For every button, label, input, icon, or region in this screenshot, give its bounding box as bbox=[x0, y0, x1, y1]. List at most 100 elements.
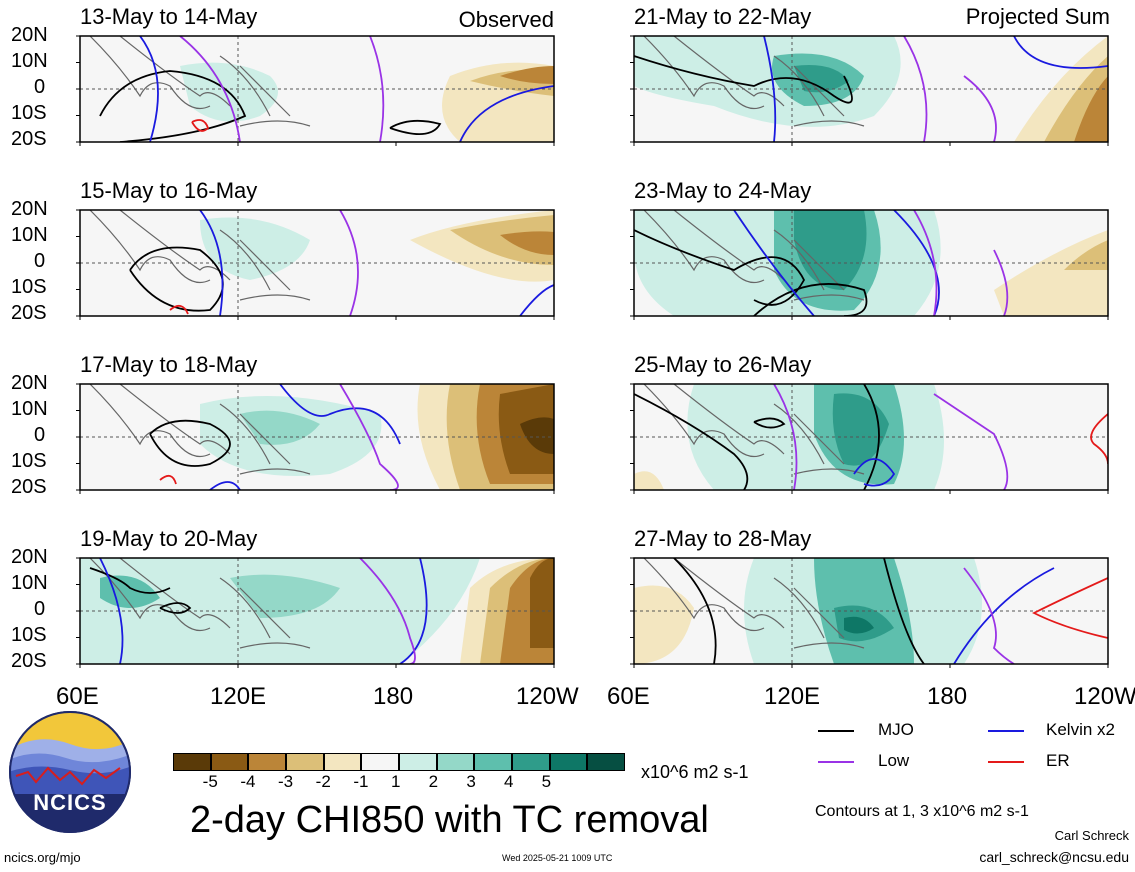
colorbar-units: x10^6 m2 s-1 bbox=[641, 762, 749, 782]
panel-tag-observed: Observed bbox=[458, 7, 554, 32]
coastline bbox=[643, 36, 825, 117]
wave-contour bbox=[169, 304, 189, 315]
lon-label-180: 180 bbox=[373, 683, 414, 710]
wave-contour bbox=[963, 75, 997, 142]
ncics-logo: NCICS bbox=[8, 710, 132, 834]
wave-contour bbox=[634, 229, 806, 306]
colorbar-swatch bbox=[474, 753, 512, 771]
wave-contour bbox=[139, 36, 159, 142]
coastline bbox=[643, 558, 825, 639]
panel-title-3: 15-May to 16-May bbox=[80, 178, 258, 203]
wave-contour bbox=[459, 85, 554, 142]
coastline bbox=[119, 210, 311, 301]
wave-contour bbox=[1013, 36, 1108, 69]
anomaly-shading bbox=[240, 410, 320, 445]
author-email[interactable]: carl_schreck@ncsu.edu bbox=[979, 849, 1129, 865]
colorbar-swatch bbox=[549, 753, 588, 771]
map-panel bbox=[76, 557, 555, 668]
wave-contour bbox=[359, 558, 416, 664]
colorbar-tick-label: 3 bbox=[466, 772, 476, 791]
anomaly-shading bbox=[200, 217, 310, 280]
wave-contour bbox=[159, 602, 192, 614]
lat-label: 10N bbox=[11, 572, 48, 594]
wave-contour bbox=[903, 36, 928, 142]
lat-label: 0 bbox=[34, 76, 46, 98]
colorbar-tick-label: 4 bbox=[504, 772, 514, 791]
wave-contour bbox=[199, 210, 224, 316]
lon-label-120e-right: 120E bbox=[764, 683, 821, 710]
coastline bbox=[89, 36, 271, 117]
wave-contour bbox=[399, 558, 428, 664]
coastline bbox=[673, 210, 865, 301]
wave-contour bbox=[99, 70, 247, 142]
colorbar-swatch bbox=[399, 753, 437, 771]
colorbar-swatch bbox=[587, 753, 625, 771]
coastline bbox=[89, 210, 271, 291]
wave-contour bbox=[883, 558, 925, 664]
wave-contour bbox=[149, 419, 231, 467]
logo-text: NCICS bbox=[33, 790, 107, 815]
wave-contour bbox=[519, 284, 554, 316]
wave-contour bbox=[913, 210, 938, 316]
lon-label-180-right: 180 bbox=[927, 683, 968, 710]
wave-contour bbox=[339, 210, 359, 316]
wave-contour bbox=[279, 384, 401, 445]
anomaly-shading bbox=[634, 471, 664, 490]
anomaly-shading bbox=[634, 585, 694, 664]
colorbar-swatch bbox=[173, 753, 211, 771]
coastline bbox=[89, 558, 271, 639]
anomaly-shading bbox=[530, 558, 554, 648]
lat-label: 0 bbox=[34, 424, 46, 446]
lat-label: 20S bbox=[11, 650, 47, 672]
panel-title-2: 21-May to 22-May bbox=[634, 4, 812, 29]
colorbar-swatch bbox=[361, 753, 399, 771]
wave-contour bbox=[853, 458, 896, 487]
anomaly-shading bbox=[520, 417, 554, 454]
panel-title-4: 23-May to 24-May bbox=[634, 178, 812, 203]
anomaly-shading bbox=[230, 574, 340, 618]
figure-title: 2-day CHI850 with TC removal bbox=[190, 799, 709, 841]
colorbar-tick-label: -2 bbox=[315, 772, 331, 791]
map-panel bbox=[76, 383, 555, 494]
lat-label: 20S bbox=[11, 128, 47, 150]
colorbar-tick-label: -4 bbox=[240, 772, 256, 791]
coastline bbox=[119, 558, 311, 649]
panel-tag-projected: Projected Sum bbox=[965, 4, 1110, 29]
lon-label-60e: 60E bbox=[56, 683, 99, 710]
anomaly-shading bbox=[500, 66, 554, 84]
anomaly-shading bbox=[994, 230, 1108, 316]
lon-label-120w-right: 120W bbox=[1074, 683, 1135, 710]
colorbar-swatch bbox=[436, 753, 475, 771]
panel-title-7: 19-May to 20-May bbox=[80, 526, 258, 551]
footer-link[interactable]: ncics.org/mjo bbox=[4, 850, 81, 865]
map-panel bbox=[630, 35, 1109, 146]
lat-label: 20S bbox=[11, 476, 47, 498]
wave-contour bbox=[634, 55, 853, 104]
colorbar-tick-label: -1 bbox=[353, 772, 369, 791]
wave-contour bbox=[963, 567, 1015, 664]
anomaly-shading bbox=[100, 575, 160, 608]
anomaly-shading bbox=[794, 65, 849, 93]
wave-contour bbox=[191, 119, 210, 132]
colorbar-tick-label: 2 bbox=[428, 772, 439, 791]
map-panel bbox=[630, 557, 1109, 668]
wave-contour bbox=[389, 119, 442, 135]
wave-contour bbox=[1090, 413, 1108, 465]
wave-contour bbox=[763, 36, 777, 142]
coastline bbox=[119, 384, 311, 475]
kelvin-legend-line bbox=[988, 730, 1024, 732]
wave-contour bbox=[753, 283, 868, 316]
wave-contour bbox=[1031, 577, 1108, 639]
panel-title-6: 25-May to 26-May bbox=[634, 352, 812, 377]
low-legend-label: Low bbox=[878, 751, 910, 770]
panel-title-1: 13-May to 14-May bbox=[80, 4, 258, 29]
colorbar-swatch bbox=[286, 753, 324, 771]
wave-contour bbox=[773, 384, 798, 490]
colorbar-swatch bbox=[323, 753, 362, 771]
wave-contour bbox=[209, 481, 241, 490]
colorbar-swatch bbox=[248, 753, 286, 771]
colorbar bbox=[173, 753, 625, 771]
map-panel bbox=[630, 383, 1109, 494]
lat-label: 0 bbox=[34, 250, 46, 272]
lat-label: 20N bbox=[11, 372, 48, 394]
